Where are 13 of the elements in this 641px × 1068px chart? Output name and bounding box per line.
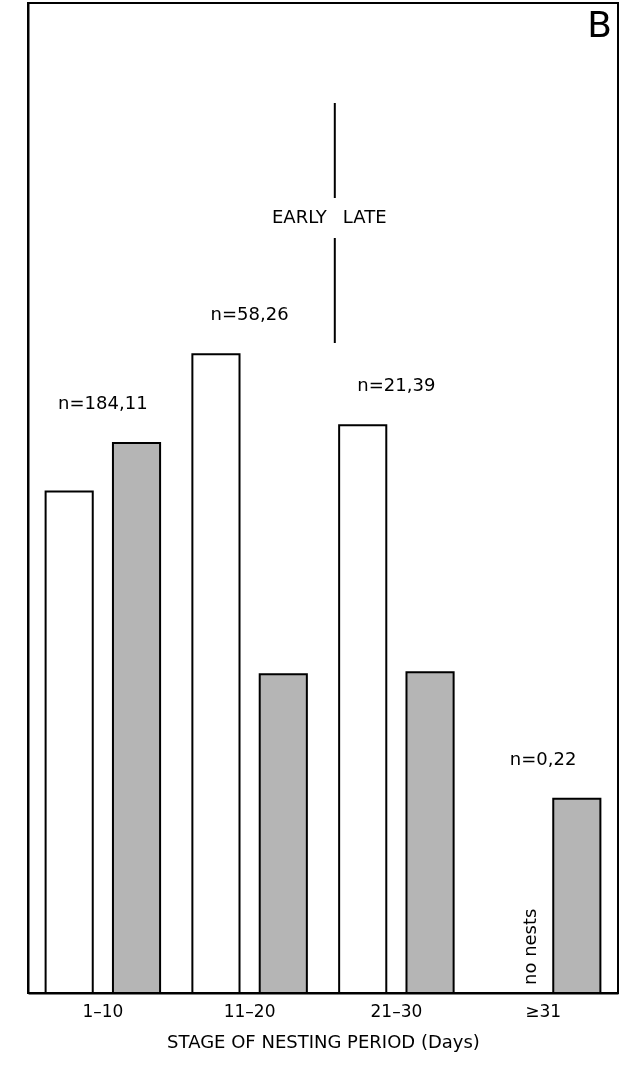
text: B <box>587 4 612 45</box>
x-tick-label: 1–10 <box>82 1000 124 1021</box>
x-tick-label: 21–30 <box>370 1000 423 1021</box>
x-axis-title: STAGE OF NESTING PERIOD (Days) <box>167 1030 480 1052</box>
x-tick-label: ≥31 <box>525 1000 562 1021</box>
text: EARLY <box>271 206 328 227</box>
x-tick-label: 11–20 <box>223 1000 276 1021</box>
annotation: n=21,39 <box>357 374 436 396</box>
annotation: n=0,22 <box>509 747 577 769</box>
text: n=58,26 <box>210 303 289 325</box>
text: LATE <box>342 206 387 227</box>
annotation: no nests <box>519 908 541 985</box>
annotation: n=184,11 <box>58 392 148 414</box>
